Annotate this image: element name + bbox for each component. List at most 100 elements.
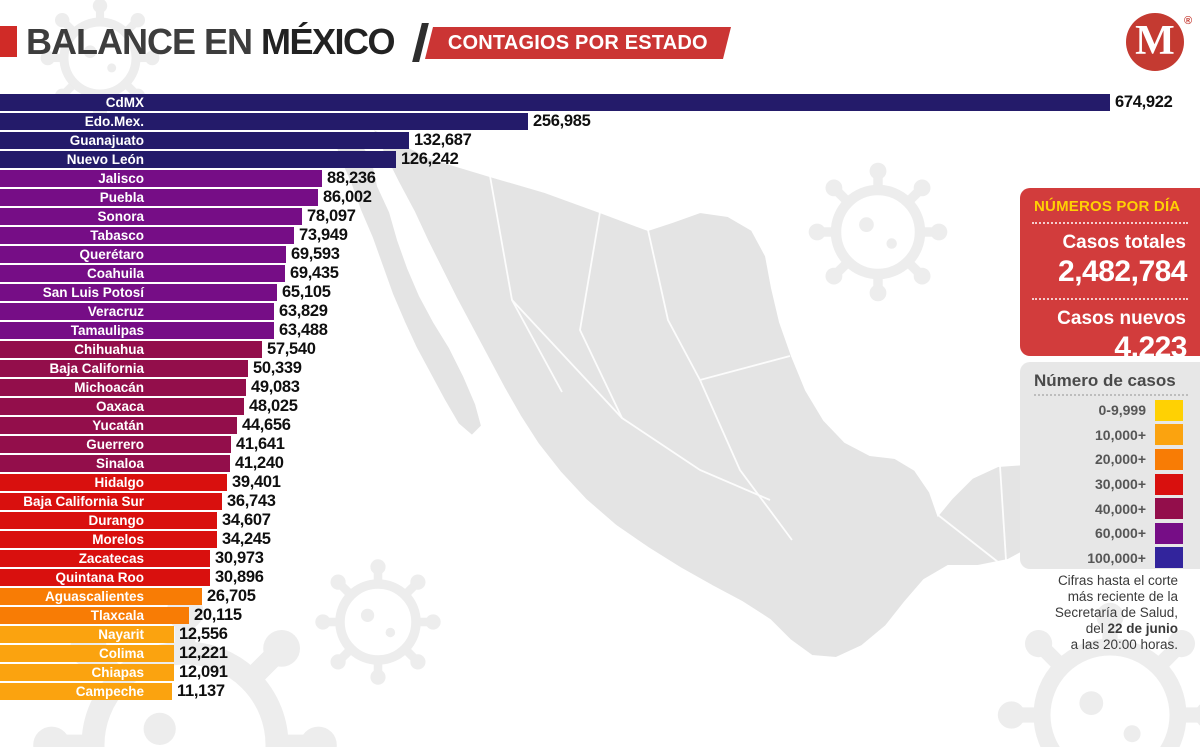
state-label: Nayarit: [98, 627, 144, 642]
page-title-regular: BALANCE EN: [26, 21, 262, 62]
bar-row: Baja California 50,339: [0, 359, 1173, 378]
state-value: 86,002: [323, 188, 372, 206]
legend-swatch: [1155, 522, 1183, 544]
state-bar: Colima: [0, 645, 174, 662]
bar-row: Tabasco 73,949: [0, 226, 1173, 245]
page-title-bold: MÉXICO: [261, 21, 396, 62]
state-label: Yucatán: [92, 418, 144, 433]
new-cases-label: Casos nuevos: [1057, 308, 1186, 329]
bar-row: Guanajuato 132,687: [0, 131, 1173, 150]
bar-row: Tamaulipas 63,488: [0, 321, 1173, 340]
state-bar: Guerrero: [0, 436, 231, 453]
source-note-line: a las 20:00 horas.: [1070, 637, 1178, 652]
state-value: 36,743: [227, 492, 276, 510]
state-bar: Durango: [0, 512, 217, 529]
state-label: Colima: [98, 646, 144, 661]
bar-row: CdMX 674,922: [0, 93, 1173, 112]
subtitle-banner: CONTAGIOS POR ESTADO: [425, 27, 731, 59]
state-label: Guerrero: [86, 437, 144, 452]
bar-row: Sonora 78,097: [0, 207, 1173, 226]
state-label: Durango: [88, 513, 145, 528]
legend-panel: Número de casos 0-9,999 10,000+ 20,000+ 30,…: [1020, 362, 1200, 569]
legend-label: 20,000+: [1095, 451, 1146, 468]
state-bar: Jalisco: [0, 170, 322, 187]
state-label: Quintana Roo: [55, 570, 145, 585]
state-value: 44,656: [242, 416, 291, 434]
state-value: 63,829: [279, 302, 328, 320]
state-label: Sinaloa: [95, 456, 144, 471]
dotted-separator: [1032, 222, 1188, 224]
state-value: 69,435: [290, 264, 339, 282]
bar-row: Coahuila 69,435: [0, 264, 1173, 283]
legend-swatch: [1155, 473, 1183, 495]
state-label: Chiapas: [91, 665, 144, 680]
legend-label: 40,000+: [1095, 500, 1146, 517]
state-label: Querétaro: [79, 247, 144, 262]
state-label: Zacatecas: [78, 551, 144, 566]
state-value: 26,705: [207, 587, 256, 605]
state-bar: Chiapas: [0, 664, 174, 681]
bar-row: Hidalgo 39,401: [0, 473, 1173, 492]
state-value: 41,641: [236, 435, 285, 453]
new-cases-value: 4,223: [1114, 331, 1187, 364]
state-label: Aguascalientes: [44, 589, 144, 604]
state-label: Puebla: [99, 190, 144, 205]
source-note-line: Cifras hasta el corte: [1057, 573, 1178, 588]
state-bar: Baja California: [0, 360, 248, 377]
legend-row: 20,000+: [1020, 447, 1200, 472]
state-bar: Zacatecas: [0, 550, 210, 567]
bar-row: Nayarit 12,556: [0, 625, 1173, 644]
bar-row: Chiapas 12,091: [0, 663, 1173, 682]
state-label: Morelos: [92, 532, 144, 547]
map-state-borders: [489, 175, 1007, 563]
bar-row: Quintana Roo 30,896: [0, 568, 1173, 587]
bar-row: Edo.Mex. 256,985: [0, 112, 1173, 131]
bar-row: Colima 12,221: [0, 644, 1173, 663]
state-bar: Hidalgo: [0, 474, 227, 491]
legend-label: 0-9,999: [1098, 402, 1146, 419]
dotted-separator: [1032, 298, 1188, 300]
legend-swatch: [1155, 424, 1183, 446]
state-label: Chihuahua: [74, 342, 144, 357]
bar-row: Durango 34,607: [0, 511, 1173, 530]
state-value: 50,339: [253, 359, 302, 377]
state-bar: Sinaloa: [0, 455, 230, 472]
source-note-line: más reciente de la: [1067, 589, 1178, 604]
state-label: Tlaxcala: [90, 608, 144, 623]
total-cases-value: 2,482,784: [1058, 255, 1187, 288]
state-value: 78,097: [307, 207, 356, 225]
bar-row: Guerrero 41,641: [0, 435, 1173, 454]
state-bar: Nayarit: [0, 626, 174, 643]
legend-label: 100,000+: [1087, 549, 1146, 566]
daily-numbers-title: NÚMEROS POR DÍA: [1034, 198, 1181, 215]
state-value: 34,607: [222, 511, 271, 529]
state-bar: Aguascalientes: [0, 588, 202, 605]
state-bar: Tamaulipas: [0, 322, 274, 339]
bar-row: Yucatán 44,656: [0, 416, 1173, 435]
state-bar: Yucatán: [0, 417, 237, 434]
state-bar: Veracruz: [0, 303, 274, 320]
state-label: CdMX: [105, 95, 144, 110]
bar-row: San Luis Potosí 65,105: [0, 283, 1173, 302]
state-bar: Querétaro: [0, 246, 286, 263]
total-cases-label: Casos totales: [1062, 232, 1186, 253]
state-value: 11,137: [177, 682, 225, 700]
state-value: 12,556: [179, 625, 228, 643]
legend-swatch: [1155, 547, 1183, 569]
state-label: Sonora: [97, 209, 144, 224]
bar-row: Campeche 11,137: [0, 682, 1173, 701]
state-bar: Chihuahua: [0, 341, 262, 358]
bar-row: Michoacán 49,083: [0, 378, 1173, 397]
legend-label: 60,000+: [1095, 525, 1146, 542]
state-bar: Sonora: [0, 208, 302, 225]
state-value: 674,922: [1115, 93, 1173, 111]
source-note-line: del 22 de junio: [1014, 621, 1178, 637]
source-note-prefix: del: [1085, 621, 1108, 636]
source-note: Cifras hasta el corte más reciente de la…: [1014, 573, 1178, 653]
state-value: 88,236: [327, 169, 376, 187]
state-value: 49,083: [251, 378, 300, 396]
bar-row: Veracruz 63,829: [0, 302, 1173, 321]
legend-row: 0-9,999: [1020, 398, 1200, 423]
